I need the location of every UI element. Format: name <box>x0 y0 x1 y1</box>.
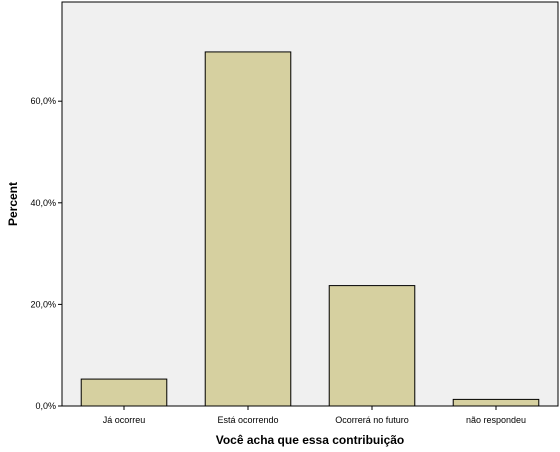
x-tick-label: Ocorrerá no futuro <box>335 415 409 425</box>
y-tick-label: 0,0% <box>35 401 56 411</box>
bars-group <box>80 51 540 407</box>
y-tick-label: 40,0% <box>30 198 56 208</box>
bar <box>80 378 168 407</box>
x-tick-label: Já ocorreu <box>103 415 146 425</box>
x-tick-label: Está ocorrendo <box>217 415 278 425</box>
x-tick-label: não respondeu <box>466 415 526 425</box>
bar <box>328 285 416 407</box>
bar <box>204 51 292 407</box>
y-tick-label: 60,0% <box>30 96 56 106</box>
y-ticks-group: 0,0% 20,0% 40,0% 60,0% <box>30 96 62 411</box>
x-axis-title: Você acha que essa contribuição <box>216 433 405 447</box>
y-tick-label: 20,0% <box>30 299 56 309</box>
plot-area <box>61 1 559 407</box>
x-ticks-group: Já ocorreu Está ocorrendo Ocorrerá no futu… <box>103 406 526 425</box>
bar <box>452 398 540 407</box>
y-axis-title: Percent <box>6 182 20 226</box>
